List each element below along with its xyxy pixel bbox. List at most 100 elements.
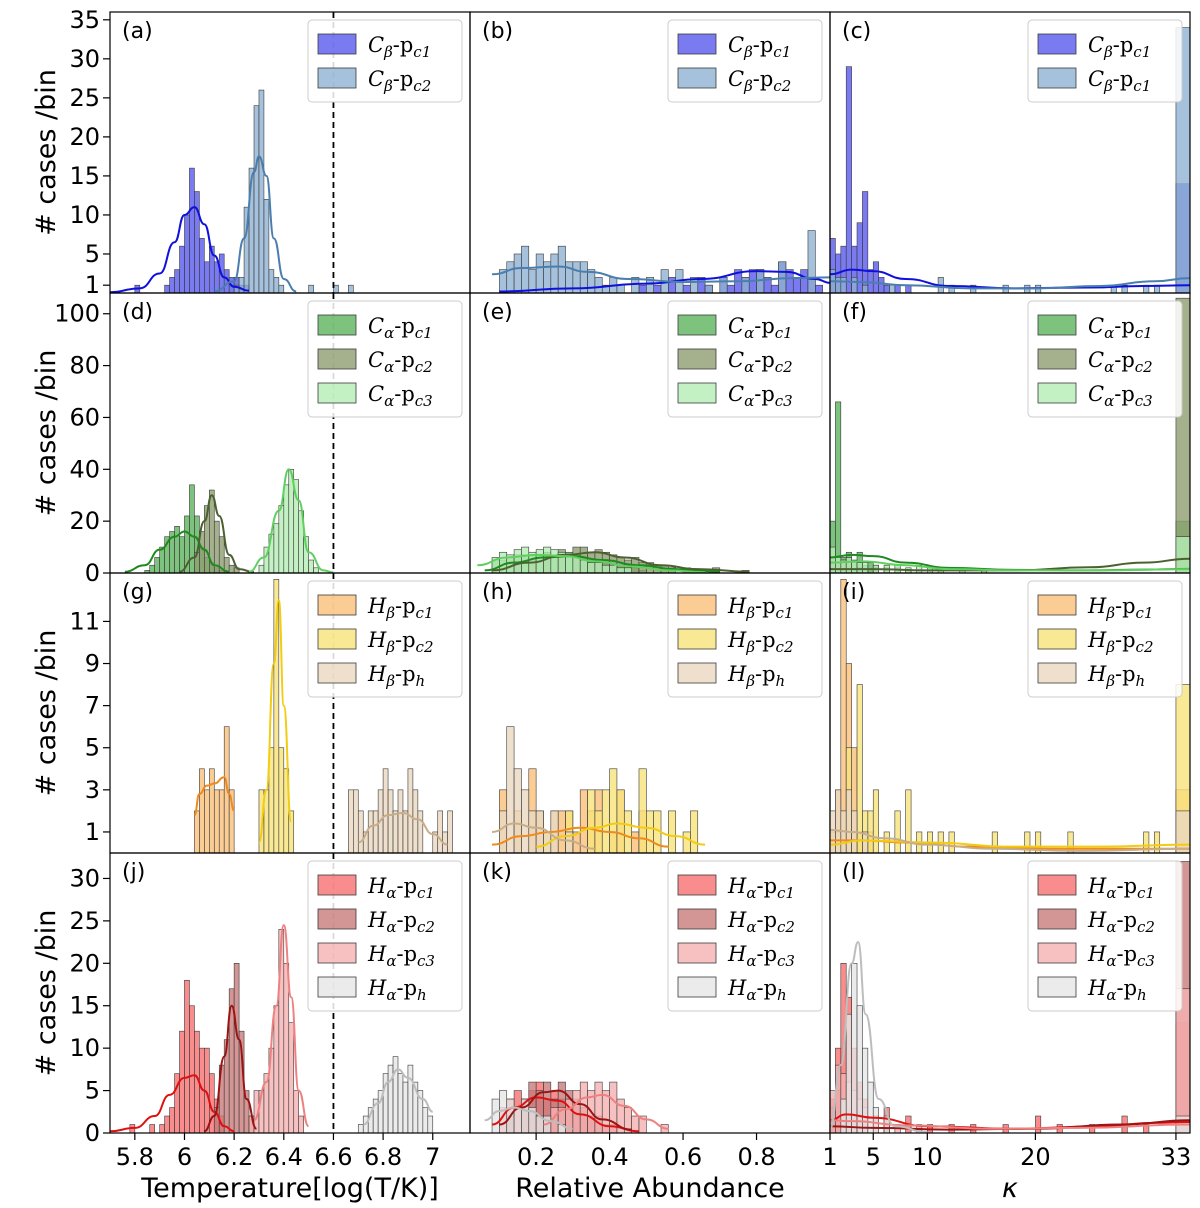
legend-swatch [677, 314, 717, 336]
kde-line-h-1 [492, 826, 669, 848]
panel-g: 1 3 5 7 9 11 (g) Hβ-pc1 Hβ-pc2 Hβ-ph [69, 572, 471, 854]
bar [169, 1107, 175, 1133]
bar [646, 810, 654, 853]
panel-k: 0.2 0.4 0.6 0.8 (k) Hα-pc1 Hα-pc2 Hα-pc3 Hα-ph [469, 852, 831, 1171]
series-f-3 [830, 536, 1190, 573]
bar [862, 1047, 869, 1133]
y-tick-label: 25 [69, 84, 100, 112]
legend-swatch [677, 67, 717, 89]
x-tick-label: 33 [1161, 1143, 1192, 1171]
legend-entry: Hβ-pc1 [727, 594, 794, 622]
bar [623, 567, 632, 573]
bar [174, 269, 180, 293]
bar [308, 284, 314, 293]
bar [402, 1081, 409, 1133]
bar [273, 1005, 280, 1133]
bar [579, 559, 588, 573]
series-j-4 [357, 1056, 434, 1133]
kde-line-j-1 [110, 1074, 235, 1133]
bar [1143, 831, 1150, 853]
bar [238, 277, 245, 293]
panel-c: (c) Cβ-pc1 Cβ-pc1 [829, 11, 1191, 294]
y-tick-label: 40 [69, 455, 100, 483]
panel-d: 0 20 40 60 80 100 (d) Cα-pc1 Cα-pc2 Cα-pc3 [54, 292, 471, 587]
bar [807, 230, 816, 293]
kde-line-f-2 [830, 557, 1190, 572]
bar [587, 789, 596, 853]
legend-swatch [1037, 942, 1077, 964]
legend-entry: Hα-ph [367, 976, 427, 1004]
legend-swatch [1037, 976, 1077, 998]
legend-box [1027, 860, 1183, 1012]
kde-line-e-3 [477, 553, 706, 573]
x-tick-label: 6.6 [314, 1143, 352, 1171]
y-tick-label: 7 [85, 692, 100, 720]
panel-h: (h) Hβ-pc1 Hβ-pc2 Hβ-ph [469, 572, 831, 854]
legend-swatch [317, 874, 357, 896]
legend-entry: Hβ-ph [1087, 662, 1145, 690]
bar [872, 261, 879, 293]
legend-swatch [1037, 382, 1077, 404]
kde-line-b-2 [492, 265, 830, 284]
bar [815, 284, 823, 293]
bar [174, 526, 180, 573]
bar [417, 810, 424, 853]
series-g-3 [348, 768, 453, 853]
bar [1175, 536, 1190, 573]
bar [682, 284, 691, 293]
series-d-3 [258, 468, 319, 573]
bar [293, 1090, 299, 1133]
bar [867, 562, 874, 573]
bar [991, 831, 998, 853]
x-axis-label-kappa: κ [1002, 1173, 1018, 1204]
bar [528, 810, 537, 853]
y-tick-label: 1 [85, 271, 100, 299]
panel-label-j: (j) [122, 860, 145, 885]
plot-area-i [830, 579, 1190, 853]
legend-a: Cβ-pc1 Cβ-pc2 [307, 19, 463, 103]
bar [550, 549, 559, 573]
legend-swatch [677, 33, 717, 55]
bar [668, 277, 677, 293]
bar [638, 284, 647, 293]
legend-entry: Hβ-ph [367, 662, 425, 690]
legend-swatch [317, 594, 357, 616]
bar [243, 1090, 250, 1133]
kde-line-j-4 [362, 1068, 434, 1126]
series-a-2 [233, 89, 354, 293]
bar [653, 284, 662, 293]
x-tick-label: 5 [866, 1143, 881, 1171]
bar [1121, 284, 1128, 293]
bar [638, 768, 647, 853]
bar [565, 831, 574, 853]
bar [263, 199, 270, 293]
kde-line-h-2 [536, 822, 706, 848]
bar [668, 810, 677, 853]
legend-c: Cβ-pc1 Cβ-pc1 [1027, 19, 1183, 103]
bar [164, 284, 170, 293]
bar [298, 1115, 304, 1133]
bar [253, 105, 260, 293]
bar [616, 789, 625, 853]
panel-b: (b) Cβ-pc1 Cβ-pc2 [469, 11, 831, 294]
legend-entry: Cβ-pc1 [1088, 33, 1151, 61]
bar [313, 567, 319, 573]
plot-area-e [477, 546, 750, 573]
panel-label-i: (i) [842, 580, 865, 605]
bar [397, 789, 404, 853]
bar [283, 484, 290, 573]
legend-entry: Cα-pc3 [1088, 382, 1153, 410]
bar [283, 963, 290, 1133]
y-tick-label: 30 [69, 45, 100, 73]
panel-label-k: (k) [482, 860, 512, 885]
legend-e: Cα-pc1 Cα-pc2 Cα-pc3 [667, 300, 823, 418]
bar [506, 726, 515, 853]
bar [169, 277, 175, 293]
kde-line-c-1 [830, 268, 1190, 290]
plot-area-a [110, 89, 354, 293]
bar [209, 768, 215, 853]
legend-swatch [1037, 662, 1077, 684]
bar [437, 810, 443, 853]
